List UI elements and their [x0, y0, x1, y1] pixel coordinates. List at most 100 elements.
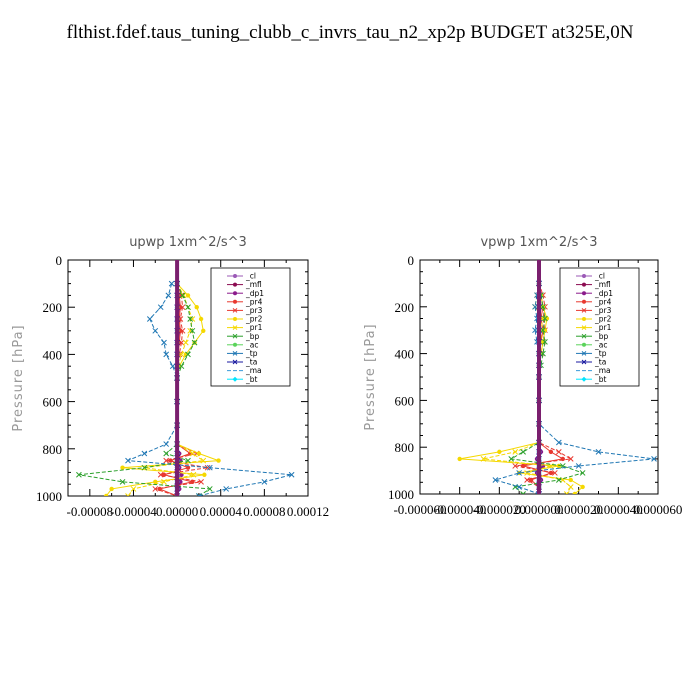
plot-area [457, 260, 657, 494]
legend-marker [582, 274, 586, 278]
x-tick-label: 0.000040 [594, 502, 643, 517]
marker-tp [288, 471, 295, 478]
legend-marker [232, 325, 238, 330]
legend-label: _pr2 [594, 315, 612, 324]
marker-bp [179, 292, 186, 299]
legend-label: _bp [245, 332, 260, 341]
legend-label: _cl [245, 272, 256, 281]
legend-label: _pr1 [594, 323, 612, 332]
x-tick-label: 0.00008 [243, 504, 285, 519]
legend-marker [233, 342, 237, 347]
marker-bp [206, 486, 213, 492]
marker-bp [508, 456, 515, 462]
marker-bp [163, 450, 170, 457]
marker-dp1 [178, 479, 183, 485]
x-tick-label: -0.000040 [433, 502, 486, 517]
marker-pr1 [200, 457, 207, 464]
legend-label: _mfl [245, 280, 262, 289]
marker-pr1 [178, 351, 185, 358]
marker-pr2 [556, 463, 562, 469]
marker-pr3 [163, 457, 170, 464]
series-line-bp [78, 283, 212, 496]
marker-bp [542, 315, 548, 322]
legend-marker [582, 291, 586, 296]
marker-pr2 [580, 484, 585, 490]
plot-area [76, 260, 295, 496]
legend-marker [232, 333, 238, 339]
marker-pr3 [179, 327, 186, 334]
marker-bp [520, 449, 526, 455]
marker-tp [516, 470, 523, 476]
legend-marker [581, 376, 587, 382]
marker-tp [261, 478, 268, 485]
marker-pr1 [125, 493, 131, 496]
panel-1: upwp 1xm^2/s^3 Pressure [hPa] 0 200 400 600 80… [11, 235, 329, 519]
marker-tp [169, 363, 176, 370]
marker-tp [165, 292, 172, 299]
marker-pr2 [201, 328, 206, 333]
series-line-pr1 [483, 283, 572, 494]
marker-pr1 [563, 491, 570, 494]
marker-pr1 [130, 486, 137, 492]
legend-label: _ta [245, 358, 257, 367]
marker-pr1 [182, 339, 189, 346]
y-tick-label: 800 [395, 440, 415, 455]
marker-bp [119, 478, 126, 485]
panel-title: upwp 1xm^2/s^3 [129, 235, 247, 250]
legend-label: _pr4 [594, 297, 612, 306]
marker-bp [185, 457, 191, 464]
marker-pr1 [180, 292, 187, 299]
legend-marker [232, 351, 238, 356]
legend: _cl_mfl_dp1_pr4_pr3_pr2_pr1_bp_ac_tp_ta_… [559, 267, 640, 387]
legend-label: _ac [594, 340, 607, 349]
y-axis-label: Pressure [hPa] [363, 323, 378, 430]
marker-tp [161, 339, 167, 346]
x-tick-label: -0.00008 [67, 504, 114, 519]
marker-pr2 [198, 316, 204, 322]
marker-tp [206, 464, 213, 471]
series-line-pr2 [105, 283, 219, 496]
marker-bp [178, 363, 185, 370]
marker-pr2 [196, 451, 202, 456]
legend-marker [232, 308, 238, 313]
marker-tp [152, 327, 159, 334]
marker-tp [492, 477, 499, 483]
marker-bp [141, 464, 148, 471]
legend-marker [232, 359, 238, 365]
y-tick-label: 200 [395, 300, 415, 315]
legend-box [210, 267, 291, 387]
legend-label: _ma [594, 366, 611, 375]
legend-label: _ta [594, 358, 606, 367]
legend-marker [581, 351, 587, 356]
marker-bp [191, 339, 198, 346]
legend: _cl_mfl_dp1_pr4_pr3_pr2_pr1_bp_ac_tp_ta_… [210, 267, 291, 387]
legend-marker [233, 291, 237, 296]
marker-pr1 [512, 449, 519, 455]
y-tick-label: 0 [56, 253, 63, 268]
marker-pr3 [157, 471, 164, 478]
marker-pr2 [568, 477, 573, 483]
marker-bp [189, 327, 196, 334]
marker-pr3 [555, 449, 562, 455]
marker-tp [125, 457, 131, 464]
x-tick-label: 0.000060 [634, 502, 683, 517]
legend-marker [582, 282, 586, 287]
marker-tp [555, 439, 562, 446]
legend-marker [581, 333, 587, 339]
marker-bp [185, 351, 191, 358]
marker-bp [187, 316, 194, 322]
marker-pr3 [179, 304, 186, 311]
marker-pr1 [524, 470, 530, 476]
x-tick-label: -0.000060 [393, 502, 446, 517]
marker-pr2 [572, 491, 577, 494]
marker-pr2 [497, 449, 502, 455]
marker-tp [163, 351, 170, 358]
marker-tp [168, 280, 175, 287]
legend-label: _pr2 [245, 315, 263, 324]
legend-label: _pr3 [594, 306, 612, 315]
marker-pr3 [512, 463, 519, 469]
marker-pr3 [198, 478, 204, 485]
legend-marker [581, 308, 587, 313]
marker-bp [76, 471, 82, 478]
